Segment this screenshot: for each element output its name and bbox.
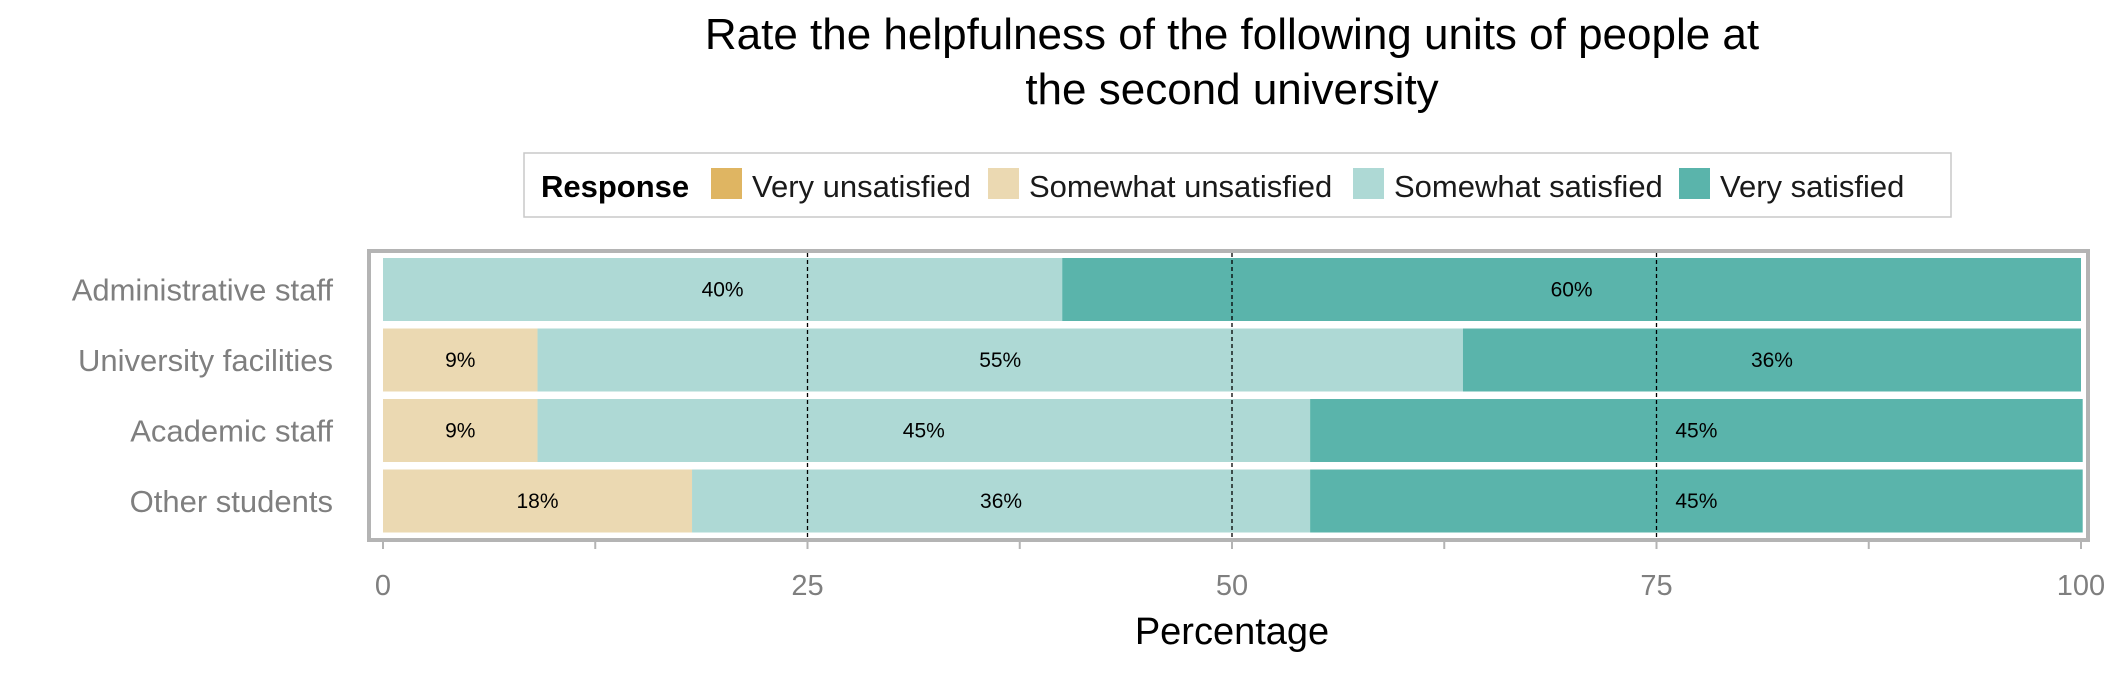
data-label-0-2: 40%	[702, 279, 744, 302]
x-tick-label-1: 25	[791, 570, 823, 602]
data-label-3-3: 45%	[1675, 490, 1717, 513]
legend-label-2: Somewhat satisfied	[1394, 169, 1663, 204]
x-tick-label-4: 100	[2057, 570, 2105, 602]
data-labels: 40% 60% 9% 55% 36% 9% 45% 45% 18% 36% 45%	[445, 279, 1793, 514]
bar-segment-1-3	[1462, 328, 2081, 392]
category-label-1: University facilities	[78, 343, 333, 378]
data-label-1-3: 36%	[1751, 349, 1793, 372]
bar-segment-2-2	[537, 399, 1311, 462]
bar-segment-1-2	[537, 328, 1463, 392]
x-tick-label-3: 75	[1640, 570, 1672, 602]
bar-segment-2-1	[383, 399, 538, 462]
legend-key-1	[988, 168, 1019, 199]
legend-key-3	[1679, 168, 1710, 199]
bar-segment-3-2	[692, 469, 1311, 533]
data-label-3-1: 18%	[517, 490, 559, 513]
legend-label-1: Somewhat unsatisfied	[1029, 169, 1332, 204]
chart-title-line-2: the second university	[1025, 65, 1438, 114]
legend-label-0: Very unsatisfied	[752, 169, 971, 204]
bar-segment-2-3	[1310, 399, 2083, 462]
x-tick-label-0: 0	[375, 570, 391, 602]
bar-segment-3-3	[1310, 469, 2083, 533]
legend-key-0	[711, 168, 742, 199]
category-label-3: Other students	[130, 484, 333, 519]
bar-segment-1-1	[383, 328, 538, 392]
x-axis-title: Percentage	[1135, 611, 1329, 653]
category-label-0: Administrative staff	[72, 273, 334, 308]
bar-segment-3-1	[383, 469, 693, 533]
x-axis: 0 25 50 75 100	[375, 542, 2105, 602]
x-tick-label-2: 50	[1216, 570, 1248, 602]
data-label-1-2: 55%	[979, 349, 1021, 372]
category-label-2: Academic staff	[130, 414, 333, 449]
data-label-0-3: 60%	[1551, 279, 1593, 302]
bars	[383, 258, 2083, 533]
chart-title-line-1: Rate the helpfulness of the following un…	[705, 10, 1759, 59]
legend-title: Response	[541, 169, 689, 204]
data-label-1-1: 9%	[445, 349, 475, 372]
plot-panel	[367, 249, 2090, 542]
bar-segment-0-2	[383, 258, 1063, 321]
panel-border	[367, 249, 2090, 542]
data-label-2-2: 45%	[903, 420, 945, 443]
data-label-2-3: 45%	[1675, 420, 1717, 443]
reference-lines	[806, 253, 1658, 538]
category-axis: Administrative staff University facilitie…	[72, 273, 334, 520]
legend-label-3: Very satisfied	[1720, 169, 1904, 204]
data-label-3-2: 36%	[980, 490, 1022, 513]
data-label-2-1: 9%	[445, 420, 475, 443]
legend: Response Very unsatisfied Somewhat unsati…	[523, 152, 1952, 218]
legend-key-2	[1353, 168, 1384, 199]
legend-box	[523, 152, 1952, 218]
